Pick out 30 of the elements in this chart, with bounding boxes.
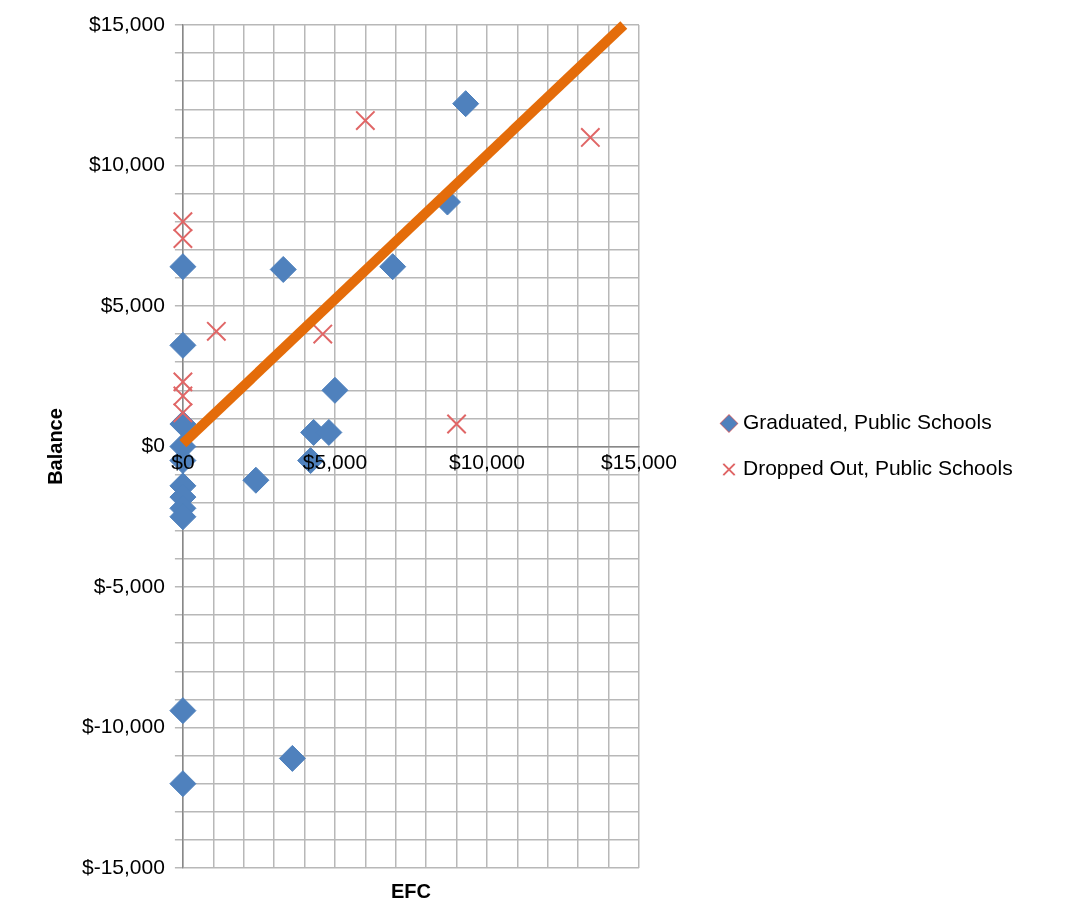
point: [169, 331, 197, 359]
point: [321, 376, 349, 404]
point: [312, 323, 333, 345]
y-tick-label: $0: [141, 433, 165, 457]
point: [172, 371, 194, 393]
point: [269, 255, 297, 283]
y-tick-label: $-15,000: [82, 854, 165, 878]
x-tick-label: $15,000: [601, 449, 677, 473]
x-tick-label: $10,000: [449, 449, 525, 473]
point: [355, 110, 376, 131]
point: [206, 321, 227, 342]
x-axis-title: EFC: [390, 879, 431, 898]
y-tick-label: $15,000: [88, 11, 165, 35]
point: [446, 413, 467, 435]
point: [169, 770, 197, 798]
point: [278, 744, 306, 772]
y-tick-label: $5,000: [100, 292, 165, 316]
legend-label: Dropped Out, Public Schools: [743, 456, 1013, 480]
y-tick-label: $10,000: [88, 152, 165, 176]
y-tick-label: $-10,000: [82, 714, 165, 738]
x-tick-label: $0: [171, 449, 195, 473]
point: [580, 127, 601, 148]
point: [169, 253, 197, 281]
legend-label: Graduated, Public Schools: [743, 410, 992, 434]
point: [452, 90, 480, 118]
point: [379, 253, 407, 281]
point: [242, 466, 270, 494]
point: [169, 697, 197, 725]
y-axis-title: Balance: [43, 408, 66, 485]
y-tick-label: $-5,000: [93, 573, 165, 597]
